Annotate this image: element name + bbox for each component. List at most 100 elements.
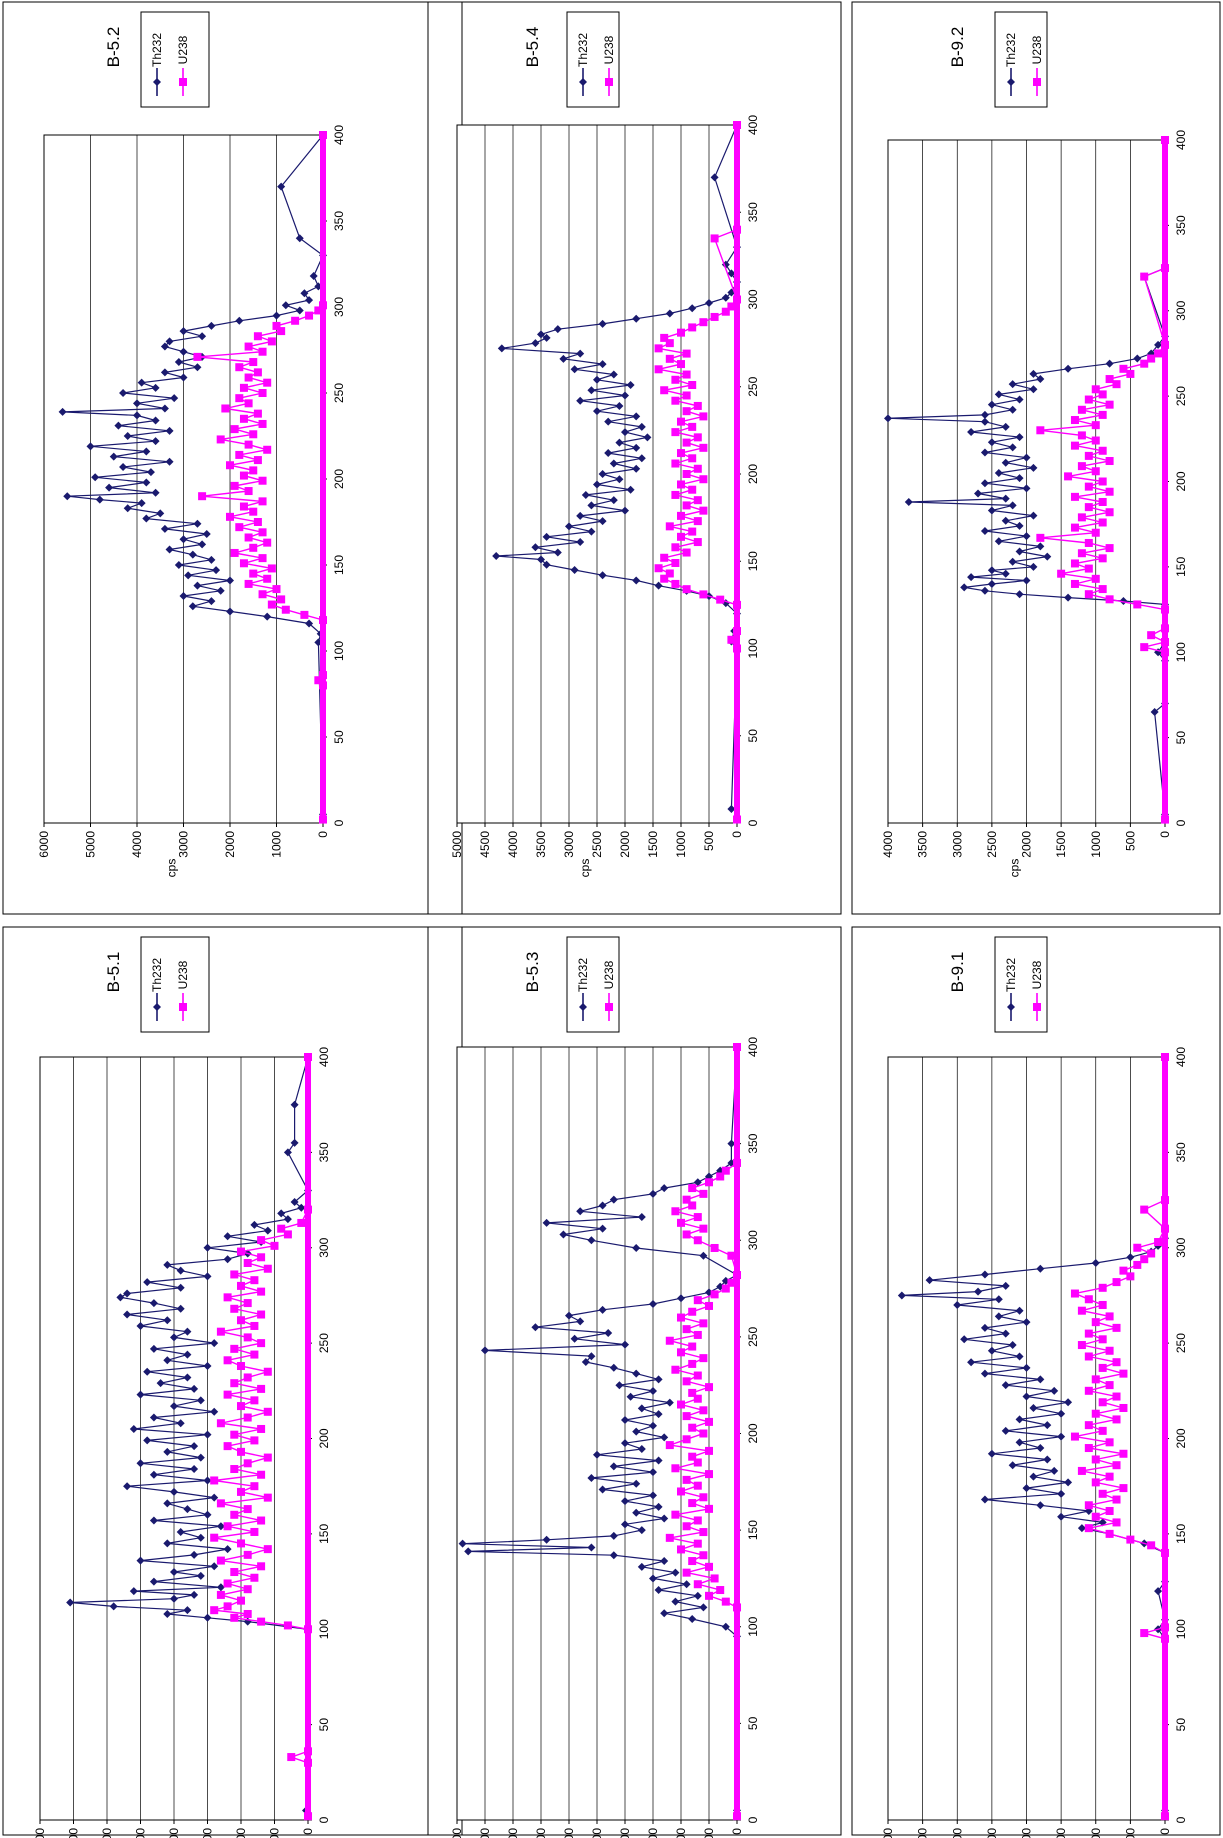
point-u238 <box>237 1539 245 1547</box>
point-u238 <box>1085 1295 1093 1303</box>
point-u238 <box>249 430 257 438</box>
point-u238 <box>677 512 685 520</box>
point-u238 <box>1099 554 1107 562</box>
chart-title: B-5.4 <box>523 27 542 68</box>
point-u238 <box>671 376 679 384</box>
point-u238 <box>1036 534 1044 542</box>
point-u238 <box>1113 1415 1121 1423</box>
point-u238 <box>250 1528 258 1536</box>
y-tick-label: 1000 <box>1089 1828 1103 1838</box>
y-tick-label: 2000 <box>1020 1828 1034 1838</box>
point-u238 <box>1099 447 1107 455</box>
x-tick-label: 400 <box>746 115 760 135</box>
point-u238 <box>677 533 685 541</box>
y-tick-label: 2500 <box>134 1828 148 1838</box>
point-u238 <box>297 1219 305 1227</box>
x-tick-label: 150 <box>1174 557 1188 577</box>
point-u238 <box>224 1293 232 1301</box>
y-tick-label: 1500 <box>1054 831 1068 858</box>
point-u238 <box>235 363 243 371</box>
point-u238 <box>198 492 206 500</box>
legend-label: Th232 <box>576 958 590 992</box>
point-u238 <box>284 1621 292 1629</box>
point-u238 <box>230 1270 238 1278</box>
point-u238 <box>699 590 707 598</box>
y-tick-label: 6000 <box>37 831 51 858</box>
y-tick-label: 4500 <box>478 1828 492 1838</box>
point-u238 <box>237 1448 245 1456</box>
point-u238 <box>1147 1249 1155 1257</box>
point-u238 <box>677 360 685 368</box>
point-u238 <box>694 538 702 546</box>
point-u238 <box>257 1311 265 1319</box>
point-u238 <box>1092 575 1100 583</box>
point-u238 <box>688 1360 696 1368</box>
point-u238 <box>1113 1278 1121 1286</box>
point-u238 <box>277 1225 285 1233</box>
point-u238 <box>230 1614 238 1622</box>
point-u238 <box>1099 1490 1107 1498</box>
y-tick-label: 1500 <box>1054 1828 1068 1838</box>
point-u238 <box>230 1345 238 1353</box>
point-u238 <box>268 564 276 572</box>
point-u238 <box>217 1499 225 1507</box>
legend-marker <box>605 1003 613 1011</box>
point-u238 <box>694 496 702 504</box>
y-tick-label: 1000 <box>1089 831 1103 858</box>
point-u238 <box>1071 1290 1079 1298</box>
y-tick-label: 0 <box>316 831 330 838</box>
point-u238 <box>683 1325 691 1333</box>
x-tick-label: 200 <box>1174 1428 1188 1448</box>
point-u238 <box>1071 559 1079 567</box>
point-u238 <box>254 410 262 418</box>
point-u238 <box>244 1414 252 1422</box>
point-u238 <box>240 415 248 423</box>
chart-b-9-1: 05001000150020002500300035004000cps05010… <box>852 927 1220 1838</box>
point-u238 <box>1113 1393 1121 1401</box>
point-u238 <box>1140 643 1148 651</box>
point-u238 <box>705 1470 713 1478</box>
y-tick-label: 500 <box>702 831 716 851</box>
point-u238 <box>1140 1206 1148 1214</box>
y-tick-label: 3500 <box>916 1828 930 1838</box>
y-tick-label: 3500 <box>534 1828 548 1838</box>
x-tick-label: 100 <box>317 1619 331 1639</box>
point-u238 <box>250 1322 258 1330</box>
point-u238 <box>666 1534 674 1542</box>
point-u238 <box>1057 570 1065 578</box>
x-tick-label: 150 <box>746 551 760 571</box>
point-u238 <box>1085 1421 1093 1429</box>
point-u238 <box>259 389 267 397</box>
point-u238 <box>705 1563 713 1571</box>
chart-title: B-5.1 <box>104 952 123 993</box>
point-u238 <box>250 1574 258 1582</box>
point-u238 <box>259 477 267 485</box>
point-u238 <box>1106 1438 1114 1446</box>
point-u238 <box>217 1328 225 1336</box>
point-u238 <box>237 1248 245 1256</box>
x-tick-label: 100 <box>332 641 346 661</box>
point-u238 <box>677 418 685 426</box>
point-u238 <box>244 1459 252 1467</box>
point-u238 <box>705 1447 713 1455</box>
point-u238 <box>1099 390 1107 398</box>
x-tick-label: 150 <box>746 1520 760 1540</box>
point-u238 <box>1099 1284 1107 1292</box>
x-tick-label: 50 <box>746 729 760 743</box>
y-tick-label: 2000 <box>223 831 237 858</box>
y-tick-label: 3000 <box>177 831 191 858</box>
point-u238 <box>666 569 674 577</box>
point-u238 <box>1085 483 1093 491</box>
point-u238 <box>231 425 239 433</box>
point-u238 <box>671 491 679 499</box>
point-u238 <box>1085 396 1093 404</box>
point-u238 <box>677 1219 685 1227</box>
point-u238 <box>683 585 691 593</box>
y-tick-label: 1000 <box>234 1828 248 1838</box>
y-tick-label: 0 <box>301 1828 315 1835</box>
legend-marker <box>605 78 613 86</box>
point-u238 <box>688 1389 696 1397</box>
x-tick-label: 50 <box>746 1716 760 1730</box>
y-axis-title: cps <box>1008 859 1022 878</box>
point-u238 <box>694 433 702 441</box>
